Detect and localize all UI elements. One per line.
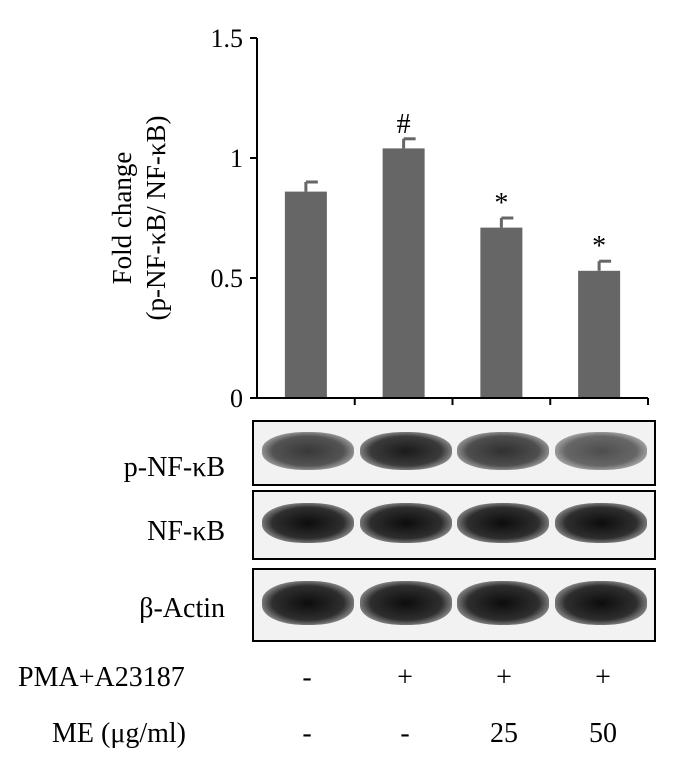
- bars: [284, 148, 621, 398]
- blot-band-1-4: [555, 431, 648, 471]
- blot-band-2-1: [261, 502, 354, 544]
- blot-band-3-1: [261, 581, 354, 625]
- blot-band-1-3: [457, 431, 550, 471]
- y-tick-label-1: 0.5: [211, 264, 244, 293]
- significance-mark-2: #: [397, 109, 411, 140]
- treatment-pma-lane2: +: [397, 662, 413, 693]
- significance-mark-3: *: [494, 188, 508, 219]
- y-tick-label-2: 1: [230, 144, 243, 173]
- axis-ticks: [250, 37, 649, 405]
- treatment-me-lane3: 25: [490, 718, 518, 749]
- treatment-pma-lane4: +: [595, 662, 611, 693]
- y-tick-labels: 0 0.5 1 1.5: [211, 24, 244, 413]
- treatment-me-lane4: 50: [589, 718, 617, 749]
- blot-band-3-2: [359, 581, 452, 625]
- blot-beta-actin: [252, 568, 656, 642]
- treatment-me-lane2: -: [400, 718, 410, 749]
- blot-band-1-1: [261, 431, 354, 471]
- blot-band-2-3: [457, 502, 550, 544]
- error-bars: [304, 137, 612, 271]
- treatment-me-lane1: -: [302, 718, 312, 749]
- treatment-label-me: ME (μg/ml): [52, 718, 186, 749]
- blot-label-nfkb: NF-κB: [147, 516, 225, 547]
- bar-4: [578, 270, 621, 398]
- bar-3: [480, 227, 523, 398]
- blot-band-2-2: [359, 502, 452, 544]
- treatment-pma-lane1: -: [302, 662, 312, 693]
- blot-label-beta-actin: β-Actin: [139, 593, 225, 624]
- bar-1: [284, 191, 327, 398]
- blot-label-p-nfkb: p-NF-κB: [123, 452, 225, 483]
- blot-band-1-2: [359, 431, 452, 471]
- y-axis-label-line2: (p-NF-κB/ NF-κB): [141, 116, 171, 321]
- blot-band-2-4: [555, 502, 648, 544]
- bar-2: [382, 148, 425, 398]
- blot-band-3-4: [555, 581, 648, 625]
- significance-mark-4: *: [592, 231, 606, 262]
- treatment-label-pma: PMA+A23187: [18, 662, 185, 693]
- y-tick-label-3: 1.5: [211, 24, 244, 53]
- bar-chart: 0 0.5 1 1.5 # * * Fold change (p-NF-κB/ NF-κB…: [107, 24, 649, 413]
- y-tick-label-0: 0: [230, 384, 243, 413]
- y-axis-label-line1: Fold change: [107, 152, 137, 285]
- blot-band-3-3: [457, 581, 550, 625]
- significance-marks: # * *: [397, 109, 607, 262]
- treatment-pma-lane3: +: [496, 662, 512, 693]
- blot-p-nfkb: [252, 420, 656, 486]
- blot-nfkb: [252, 490, 656, 560]
